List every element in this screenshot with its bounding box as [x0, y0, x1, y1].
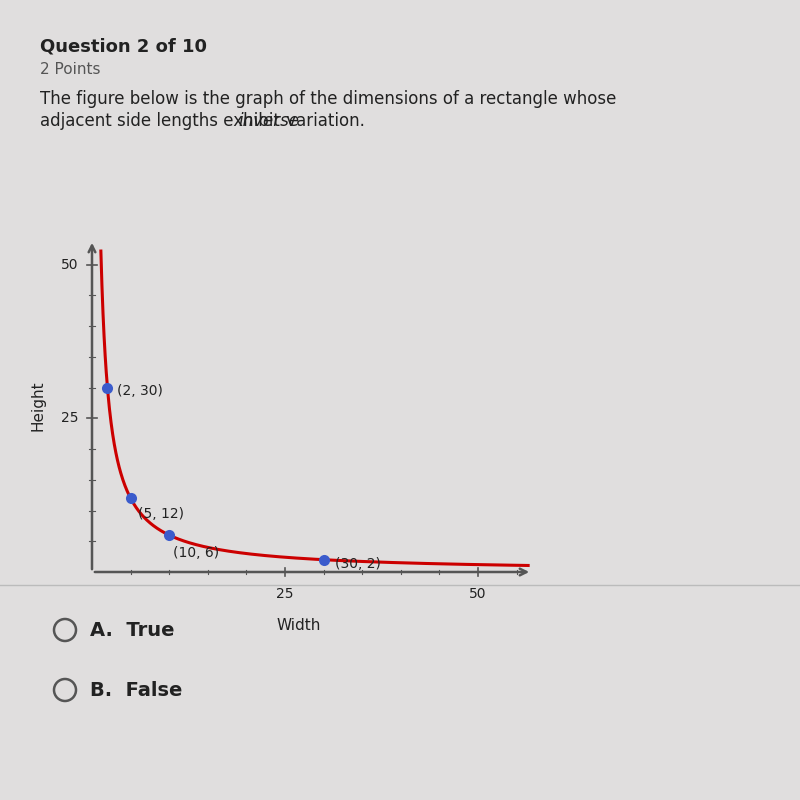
- Text: (2, 30): (2, 30): [117, 385, 162, 398]
- Text: (5, 12): (5, 12): [138, 507, 184, 522]
- Text: 25: 25: [276, 587, 294, 602]
- Text: B.  False: B. False: [90, 681, 182, 699]
- Text: variation.: variation.: [281, 112, 365, 130]
- Text: 25: 25: [61, 411, 78, 426]
- Text: Width: Width: [277, 618, 321, 633]
- Text: adjacent side lengths exhibit: adjacent side lengths exhibit: [40, 112, 285, 130]
- Text: inverse: inverse: [238, 112, 299, 130]
- Text: The figure below is the graph of the dimensions of a rectangle whose: The figure below is the graph of the dim…: [40, 90, 616, 108]
- Text: (10, 6): (10, 6): [173, 546, 219, 560]
- Text: 50: 50: [61, 258, 78, 271]
- Text: 50: 50: [470, 587, 486, 602]
- Text: 2 Points: 2 Points: [40, 62, 101, 77]
- Text: Question 2 of 10: Question 2 of 10: [40, 38, 207, 56]
- Text: (30, 2): (30, 2): [335, 558, 381, 571]
- Text: Height: Height: [30, 381, 46, 431]
- Text: A.  True: A. True: [90, 621, 174, 639]
